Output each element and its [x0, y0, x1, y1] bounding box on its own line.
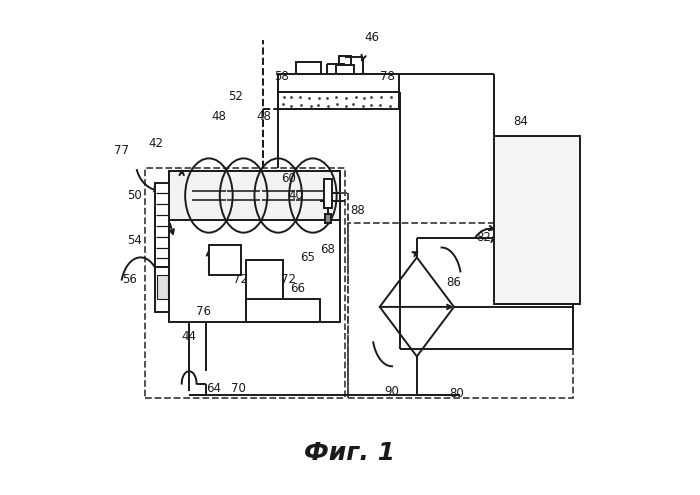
Text: 72: 72	[232, 273, 248, 286]
Text: 52: 52	[228, 90, 243, 103]
Bar	[246, 299, 321, 322]
Bar	[339, 56, 351, 65]
Bar	[155, 183, 169, 267]
Text: 88: 88	[350, 204, 365, 217]
Text: 42: 42	[148, 137, 164, 150]
Bar	[157, 275, 168, 299]
Text: 90: 90	[384, 385, 400, 397]
Text: 48: 48	[211, 110, 226, 123]
Bar	[145, 168, 345, 398]
Bar	[325, 214, 330, 223]
Text: 50: 50	[127, 189, 142, 202]
Text: 68: 68	[321, 244, 335, 256]
Text: 64: 64	[206, 382, 221, 395]
Text: 58: 58	[274, 70, 289, 83]
Text: 74: 74	[218, 253, 233, 266]
Text: 77: 77	[114, 145, 129, 157]
Text: 84: 84	[513, 115, 528, 128]
Text: Фиг. 1: Фиг. 1	[304, 441, 395, 465]
Text: 54: 54	[127, 234, 142, 247]
Text: 82: 82	[476, 231, 491, 244]
Bar	[494, 136, 580, 304]
Text: 76: 76	[197, 305, 211, 318]
Text: 78: 78	[379, 70, 395, 83]
Bar	[347, 223, 573, 398]
Bar	[278, 74, 400, 109]
Bar	[296, 62, 321, 74]
Text: 72: 72	[281, 273, 295, 286]
Text: 74: 74	[218, 255, 232, 265]
Bar	[336, 65, 354, 74]
Text: 40: 40	[288, 189, 303, 202]
Text: 60: 60	[281, 172, 295, 185]
Text: 86: 86	[447, 276, 461, 289]
Bar	[324, 179, 332, 208]
Text: 44: 44	[181, 330, 197, 343]
Text: 56: 56	[122, 273, 137, 286]
Text: 65: 65	[300, 251, 316, 264]
Bar	[246, 260, 284, 302]
Text: 70: 70	[231, 382, 246, 395]
Bar	[155, 267, 169, 312]
Text: 80: 80	[449, 387, 464, 400]
Bar	[169, 171, 340, 220]
Text: 66: 66	[290, 282, 305, 295]
Text: 62: 62	[259, 258, 274, 271]
Bar	[209, 245, 241, 275]
Text: 46: 46	[365, 31, 380, 44]
Text: 48: 48	[256, 110, 271, 123]
Bar	[169, 171, 340, 322]
